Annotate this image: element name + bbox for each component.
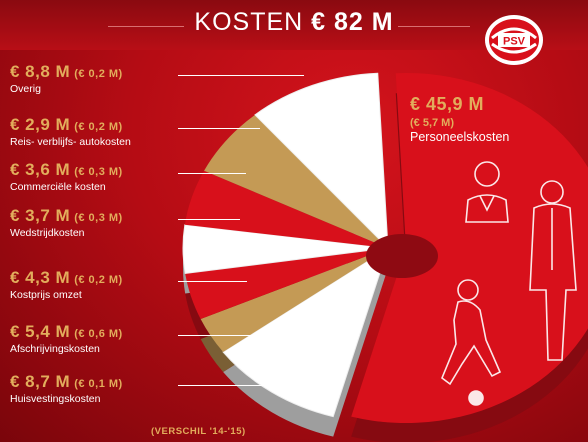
footnote: (VERSCHIL '14-'15) xyxy=(151,426,246,437)
slice-amount: € 2,9 M (€ 0,2 M) xyxy=(10,115,131,135)
slice-leader-line xyxy=(178,75,305,76)
slice-category: Overig xyxy=(10,83,41,95)
slice-leader-line xyxy=(178,128,261,129)
slice-label: € 2,9 M (€ 0,2 M) Reis- verblijfs- autokos… xyxy=(10,115,131,148)
title-amount: € 82 M xyxy=(311,8,394,36)
page-title: KOSTEN € 82 M xyxy=(0,8,588,37)
slice-amount: € 3,7 M (€ 0,3 M) xyxy=(10,206,123,226)
pie-slice-0 xyxy=(351,73,588,423)
slice-amount: € 5,4 M (€ 0,6 M) xyxy=(10,322,123,342)
slice-amount: € 3,6 M (€ 0,3 M) xyxy=(10,160,123,180)
slice-label: € 8,8 M (€ 0,2 M) Overig xyxy=(10,62,123,95)
label-personeelskosten: € 45,9 M (€ 5,7 M) Personeelskosten xyxy=(410,94,509,144)
slice-category: Reis- verblijfs- autokosten xyxy=(10,136,131,148)
personeel-category: Personeelskosten xyxy=(410,130,510,144)
slice-value: € 5,4 M xyxy=(10,322,71,341)
pie-slice-3 xyxy=(185,248,388,319)
slice-value: € 3,6 M xyxy=(10,160,71,179)
slice-diff: (€ 0,2 M) xyxy=(74,121,123,133)
slice-category: Wedstrijdkosten xyxy=(10,227,85,239)
businessman-icon xyxy=(529,180,577,361)
slice-amount: € 4,3 M (€ 0,2 M) xyxy=(10,268,123,288)
slice-diff: (€ 0,3 M) xyxy=(74,166,123,178)
psv-logo-text: PSV xyxy=(503,36,526,48)
slice-value: € 8,7 M xyxy=(10,372,71,391)
footballer-icon xyxy=(441,279,502,406)
slice-label: € 8,7 M (€ 0,1 M) Huisvestingskosten xyxy=(10,372,123,405)
slice-label: € 4,3 M (€ 0,2 M) Kostprijs omzet xyxy=(10,268,123,301)
personeel-amount: € 45,9 M xyxy=(410,94,485,114)
slice-value: € 2,9 M xyxy=(10,115,71,134)
pie-slice-5 xyxy=(184,170,388,248)
pie-slice-6 xyxy=(204,114,388,248)
slice-category: Commerciële kosten xyxy=(10,181,106,193)
slice-amount: € 8,7 M (€ 0,1 M) xyxy=(10,372,123,392)
slice-value: € 3,7 M xyxy=(10,206,71,225)
title-word: KOSTEN xyxy=(194,8,304,36)
slice-category: Kostprijs omzet xyxy=(10,289,82,301)
slice-leader-line xyxy=(178,219,241,220)
slice-label: € 5,4 M (€ 0,6 M) Afschrijvingskosten xyxy=(10,322,123,355)
slice-value: € 8,8 M xyxy=(10,62,71,81)
slice-diff: (€ 0,3 M) xyxy=(74,212,123,224)
slice-label: € 3,7 M (€ 0,3 M) Wedstrijdkosten xyxy=(10,206,123,239)
slice-value: € 4,3 M xyxy=(10,268,71,287)
psv-logo: PSV xyxy=(485,15,543,65)
pie-slice-4 xyxy=(182,224,389,275)
slice-category: Huisvestingskosten xyxy=(10,393,101,405)
slice-diff: (€ 0,2 M) xyxy=(74,68,123,80)
slice-leader-line xyxy=(178,385,334,386)
slice-label: € 3,6 M (€ 0,3 M) Commerciële kosten xyxy=(10,160,123,193)
slice-leader-line xyxy=(178,281,247,282)
pie-slice-1 xyxy=(222,246,389,418)
slice-category: Afschrijvingskosten xyxy=(10,343,100,355)
doctor-icon xyxy=(465,161,509,223)
personeel-diff: (€ 5,7 M) xyxy=(410,117,455,129)
pie-center-hole xyxy=(366,234,438,278)
slice-leader-line xyxy=(178,173,247,174)
slice-diff: (€ 0,6 M) xyxy=(74,328,123,340)
pie-slice-2 xyxy=(200,248,388,353)
title-rule-right xyxy=(398,26,470,27)
pie-slice-7 xyxy=(254,72,389,250)
slice-diff: (€ 0,2 M) xyxy=(74,274,123,286)
title-rule-left xyxy=(108,26,184,27)
slice-amount: € 8,8 M (€ 0,2 M) xyxy=(10,62,123,82)
slice-diff: (€ 0,1 M) xyxy=(74,378,123,390)
slice-leader-line xyxy=(178,335,272,336)
